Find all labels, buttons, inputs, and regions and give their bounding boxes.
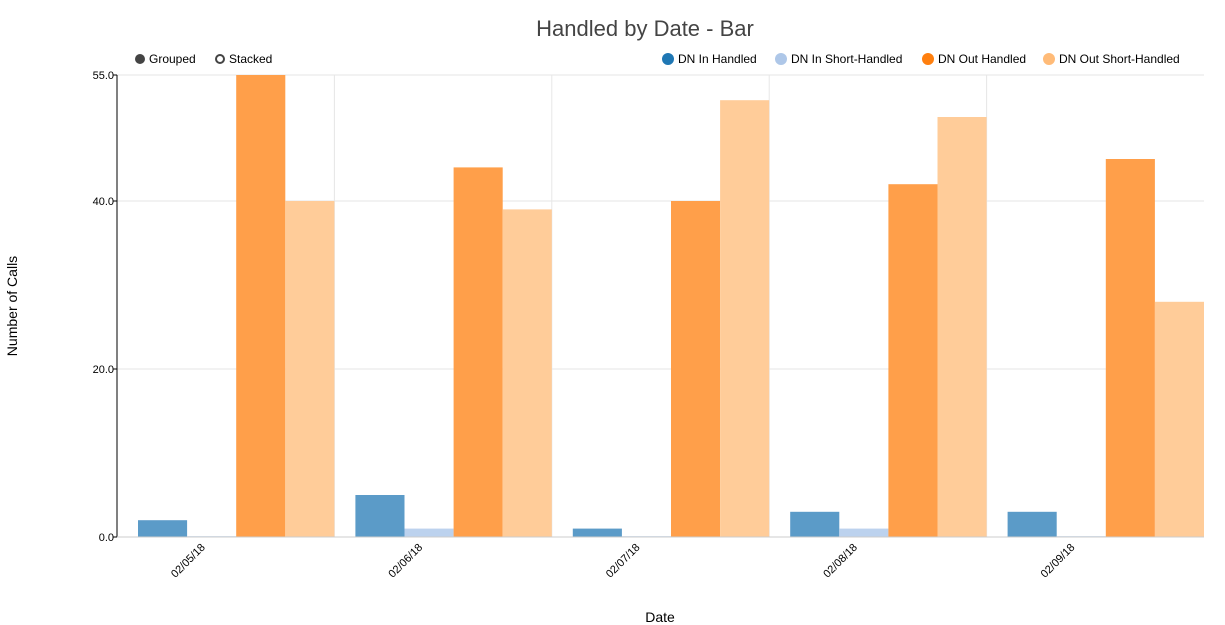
bar [138,520,188,537]
stacked-label: Stacked [229,52,273,66]
x-tick-label: 02/07/18 [604,542,643,581]
legend-item-dn-in-short-handled[interactable]: DN In Short-Handled [775,52,902,66]
legend-label: DN In Handled [678,52,757,66]
stacked-radio[interactable]: Stacked [215,52,272,66]
bar [1007,511,1057,537]
x-tick-label: 02/05/18 [169,542,208,581]
bar [720,100,770,537]
legend-label: DN In Short-Handled [791,52,903,66]
bar [236,75,286,537]
radio-selected-icon [135,54,145,64]
legend-item-dn-in-handled[interactable]: DN In Handled [662,52,757,66]
y-tick-label: 55.0 [93,70,114,82]
y-tick-label: 40.0 [93,196,114,208]
chart-title: Handled by Date - Bar [536,16,754,41]
bar [790,511,840,537]
bar [502,209,552,537]
legend-dot-icon [662,53,674,65]
legend-dot-icon [775,53,787,65]
bar [404,528,454,537]
legend-item-dn-out-short-handled[interactable]: DN Out Short-Handled [1043,52,1180,66]
y-tick-label: 20.0 [93,364,114,376]
grouped-radio[interactable]: Grouped [135,52,196,66]
bar [937,117,987,537]
x-tick-label: 02/09/18 [1039,542,1078,581]
bar [839,528,889,537]
bar [1154,301,1204,537]
legend-label: DN Out Short-Handled [1059,52,1180,66]
x-tick-label: 02/06/18 [386,542,425,581]
legend-dot-icon [1043,53,1055,65]
legend-dot-icon [922,53,934,65]
x-axis-title: Date [645,609,675,625]
legend-label: DN Out Handled [938,52,1027,66]
bar [572,528,622,537]
bar [888,184,938,537]
radio-unselected-icon [215,54,225,64]
bar [671,201,721,537]
y-tick-label: 0.0 [99,532,114,544]
bar [285,201,335,537]
bar [1105,159,1155,537]
bar [453,167,503,537]
grouped-label: Grouped [149,52,196,66]
bar [355,495,405,537]
legend-item-dn-out-handled[interactable]: DN Out Handled [922,52,1026,66]
x-tick-label: 02/08/18 [821,542,860,581]
y-axis-title: Number of Calls [4,256,20,356]
